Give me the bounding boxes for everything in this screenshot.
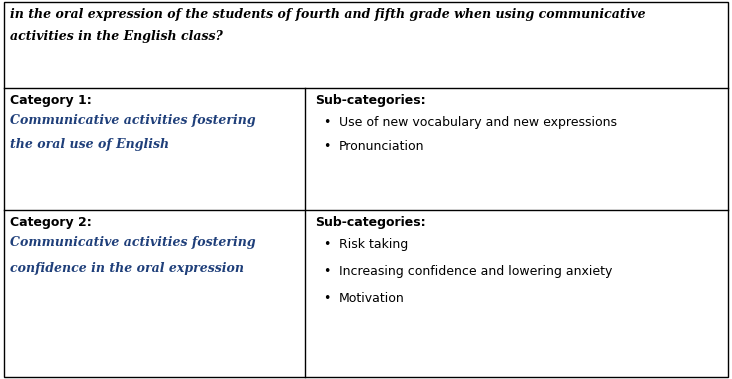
Text: Communicative activities fostering: Communicative activities fostering — [10, 236, 255, 249]
Text: confidence in the oral expression: confidence in the oral expression — [10, 262, 244, 275]
Text: •: • — [323, 292, 330, 305]
Text: activities in the English class?: activities in the English class? — [10, 30, 223, 43]
Text: Motivation: Motivation — [339, 292, 405, 305]
Text: •: • — [323, 265, 330, 278]
Text: Pronunciation: Pronunciation — [339, 140, 425, 153]
Text: Sub-categories:: Sub-categories: — [315, 216, 425, 229]
Text: in the oral expression of the students of fourth and fifth grade when using comm: in the oral expression of the students o… — [10, 8, 646, 21]
Text: Sub-categories:: Sub-categories: — [315, 94, 425, 107]
Text: Communicative activities fostering: Communicative activities fostering — [10, 114, 255, 127]
Text: the oral use of English: the oral use of English — [10, 138, 169, 151]
Text: Use of new vocabulary and new expressions: Use of new vocabulary and new expression… — [339, 116, 617, 129]
Text: Risk taking: Risk taking — [339, 238, 408, 251]
Text: •: • — [323, 116, 330, 129]
Text: Category 2:: Category 2: — [10, 216, 92, 229]
Text: •: • — [323, 140, 330, 153]
Text: •: • — [323, 238, 330, 251]
Text: Category 1:: Category 1: — [10, 94, 92, 107]
Text: Increasing confidence and lowering anxiety: Increasing confidence and lowering anxie… — [339, 265, 613, 278]
